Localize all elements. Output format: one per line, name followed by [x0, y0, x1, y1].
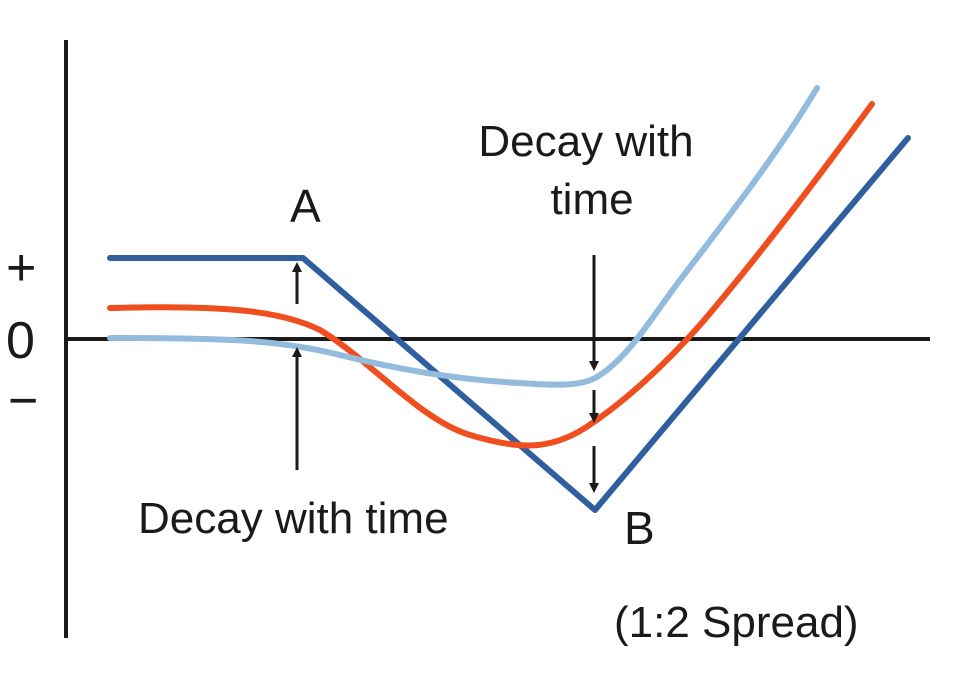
- zero-label: 0: [6, 312, 35, 370]
- decay-annotation-bottom: Decay with time: [138, 494, 449, 543]
- minus-label: −: [8, 372, 38, 430]
- decay-annotation-top-line1: Decay with: [478, 117, 693, 166]
- point-b-label: B: [624, 502, 655, 554]
- point-a-label: A: [290, 180, 321, 232]
- plus-label: +: [6, 239, 36, 297]
- expiry-payoff-curve: [107, 135, 911, 513]
- spread-footnote: (1:2 Spread): [614, 598, 859, 647]
- early-value-curve: [107, 85, 820, 388]
- intermediate-value-curve: [107, 101, 875, 449]
- decay-annotation-top-line2: time: [550, 175, 633, 224]
